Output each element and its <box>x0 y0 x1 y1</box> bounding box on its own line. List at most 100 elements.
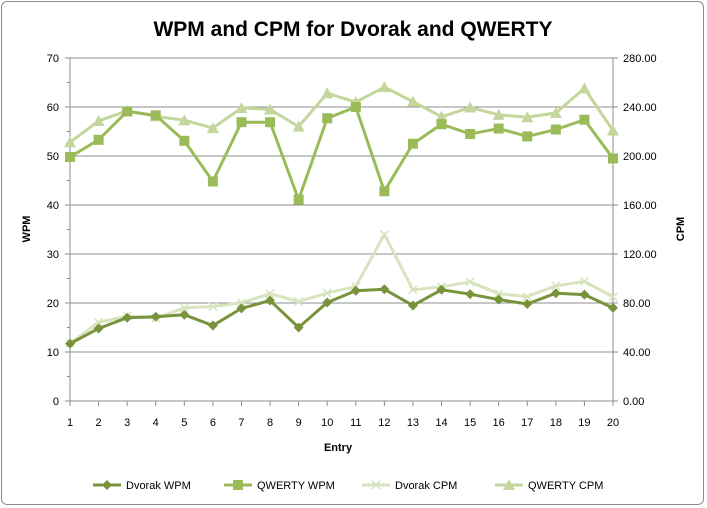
data-point <box>522 298 533 309</box>
data-point <box>150 311 161 322</box>
data-point <box>406 95 419 107</box>
series-line <box>69 232 614 345</box>
y2-tick-label: 40.00 <box>623 347 651 359</box>
legend-marker <box>503 479 515 490</box>
data-point <box>350 102 361 112</box>
x-tick-label: 11 <box>350 417 361 429</box>
data-point <box>550 288 561 299</box>
x-tick-label: 17 <box>521 417 533 429</box>
data-point <box>578 82 591 94</box>
data-point <box>265 295 276 306</box>
data-point <box>608 153 618 164</box>
x-tick-label: 15 <box>464 417 476 429</box>
data-point <box>407 138 418 149</box>
data-point <box>579 276 589 287</box>
data-point <box>494 289 504 299</box>
data-point <box>64 136 76 148</box>
data-point <box>236 298 247 308</box>
data-point <box>607 124 619 136</box>
legend-label: Dvorak CPM <box>395 480 457 492</box>
data-point <box>608 292 618 302</box>
legend-label: QWERTY CPM <box>528 480 603 492</box>
y-tick-label: 50 <box>47 151 59 163</box>
legend-label: Dvorak WPM <box>126 480 191 492</box>
x-tick-label: 7 <box>238 417 244 429</box>
data-point <box>322 288 332 298</box>
data-point <box>549 106 562 118</box>
data-point <box>322 297 333 308</box>
x-tick-label: 5 <box>181 417 187 429</box>
y-tick-label: 60 <box>47 102 59 114</box>
data-point <box>522 292 532 302</box>
series-dvorak-wpm <box>65 284 618 349</box>
data-point <box>294 296 304 307</box>
data-point <box>207 176 218 187</box>
y2-tick-label: 160.00 <box>623 200 657 212</box>
y2-tick-label: 200.00 <box>623 151 657 163</box>
data-point <box>265 117 276 128</box>
data-point <box>522 131 533 142</box>
x-axis-title: Entry <box>324 442 353 454</box>
data-point <box>65 151 75 162</box>
data-point <box>264 103 277 115</box>
data-point <box>179 135 190 146</box>
legend-marker <box>371 480 381 490</box>
y2-tick-label: 80.00 <box>623 298 651 310</box>
x-tick-label: 14 <box>435 417 447 429</box>
y2-axis-title: CPM <box>675 217 687 241</box>
chart-title: WPM and CPM for Dvorak and QWERTY <box>153 18 552 41</box>
series-line <box>69 287 614 345</box>
data-point <box>408 285 418 295</box>
y2-tick-label: 0.00 <box>623 396 644 408</box>
legend-marker <box>233 480 243 490</box>
data-point <box>436 119 447 130</box>
data-point <box>293 194 304 205</box>
data-point <box>236 303 247 314</box>
legend-marker <box>102 480 112 490</box>
y-tick-label: 40 <box>47 200 59 212</box>
data-point <box>407 300 418 311</box>
y-tick-label: 0 <box>53 396 59 408</box>
legend-item-qwerty-wpm: QWERTY WPM <box>224 480 335 492</box>
data-point <box>436 284 447 295</box>
x-tick-label: 3 <box>124 417 130 429</box>
x-tick-label: 20 <box>607 417 619 429</box>
data-point <box>208 301 218 311</box>
y-tick-label: 30 <box>47 249 59 261</box>
data-point <box>464 101 477 113</box>
data-point <box>293 322 304 333</box>
data-point <box>379 284 390 295</box>
data-point <box>321 87 334 99</box>
data-point <box>65 338 75 349</box>
x-tick-label: 2 <box>96 417 102 429</box>
gridlines <box>70 57 613 353</box>
legend-item-dvorak-wpm: Dvorak WPM <box>93 480 191 492</box>
data-point <box>521 111 534 123</box>
y-axis-title: WPM <box>21 216 33 243</box>
data-point <box>150 110 161 121</box>
x-tick-label: 10 <box>321 417 333 429</box>
legend: Dvorak WPM QWERTY WPM Dvorak CPM QWERTY CPM <box>93 479 603 492</box>
data-point <box>493 294 504 305</box>
data-point <box>435 110 448 122</box>
data-point <box>236 117 247 128</box>
x-tick-label: 1 <box>67 417 73 429</box>
data-point <box>93 323 104 334</box>
x-tick-label: 19 <box>578 417 590 429</box>
x-tick-label: 13 <box>407 417 419 429</box>
data-point <box>550 124 561 135</box>
series-qwerty-wpm <box>65 102 618 205</box>
x-tick-label: 6 <box>210 417 216 429</box>
legend-label: QWERTY WPM <box>257 480 335 492</box>
data-point <box>92 114 105 126</box>
legend-item-dvorak-cpm: Dvorak CPM <box>362 480 457 492</box>
data-point <box>608 302 618 313</box>
data-point <box>122 312 133 323</box>
x-tick-label: 4 <box>153 417 159 429</box>
y-tick-label: 70 <box>47 53 59 65</box>
data-point <box>207 320 218 331</box>
data-point <box>492 108 505 120</box>
data-point <box>465 277 475 287</box>
